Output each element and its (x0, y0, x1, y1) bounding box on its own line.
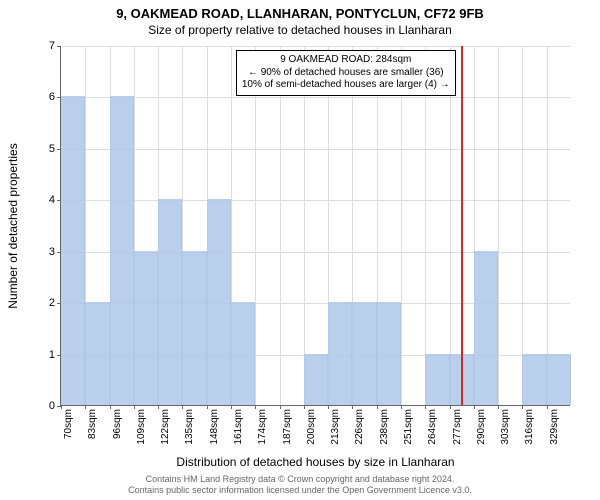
gridline-h (61, 149, 570, 150)
histogram-bar (110, 96, 134, 405)
gridline-v (498, 46, 499, 405)
x-tick-label: 213sqm (330, 409, 341, 445)
histogram-bar (547, 354, 571, 405)
histogram-bar (134, 251, 158, 405)
chart-subtitle: Size of property relative to detached ho… (0, 21, 600, 37)
plot-region: Number of detached properties Distributi… (60, 46, 570, 406)
x-tick-label: 161sqm (233, 409, 244, 445)
y-tick-mark (57, 46, 61, 47)
gridline-v (255, 46, 256, 405)
x-tick-mark (158, 405, 159, 409)
x-tick-mark (207, 405, 208, 409)
gridline-v (547, 46, 548, 405)
reference-line (461, 46, 463, 405)
x-tick-mark (450, 405, 451, 409)
x-tick-mark (110, 405, 111, 409)
footer-line-2: Contains public sector information licen… (0, 485, 600, 496)
y-tick-label: 2 (49, 297, 55, 309)
x-tick-label: 329sqm (549, 409, 560, 445)
y-tick-label: 5 (49, 143, 55, 155)
histogram-bar (352, 302, 376, 405)
y-tick-label: 7 (49, 40, 55, 52)
histogram-bar (474, 251, 498, 405)
gridline-v (280, 46, 281, 405)
x-tick-label: 122sqm (160, 409, 171, 445)
chart-area: Number of detached properties Distributi… (60, 46, 570, 406)
histogram-bar (522, 354, 546, 405)
x-tick-label: 290sqm (476, 409, 487, 445)
x-tick-mark (377, 405, 378, 409)
x-tick-label: 70sqm (63, 409, 74, 439)
x-tick-mark (304, 405, 305, 409)
x-tick-mark (61, 405, 62, 409)
x-tick-mark (328, 405, 329, 409)
x-tick-label: 226sqm (354, 409, 365, 445)
x-tick-label: 109sqm (136, 409, 147, 445)
y-tick-label: 6 (49, 91, 55, 103)
histogram-bar (182, 251, 206, 405)
chart-title: 9, OAKMEAD ROAD, LLANHARAN, PONTYCLUN, C… (0, 0, 600, 21)
x-tick-label: 200sqm (306, 409, 317, 445)
y-axis-label: Number of detached properties (6, 143, 20, 308)
x-tick-label: 303sqm (500, 409, 511, 445)
gridline-v (401, 46, 402, 405)
histogram-bar (425, 354, 449, 405)
x-tick-mark (231, 405, 232, 409)
histogram-bar (61, 96, 85, 405)
x-tick-label: 251sqm (403, 409, 414, 445)
x-tick-label: 187sqm (282, 409, 293, 445)
x-tick-mark (134, 405, 135, 409)
x-tick-label: 277sqm (452, 409, 463, 445)
annotation-line: 10% of semi-detached houses are larger (… (242, 79, 450, 92)
gridline-v (425, 46, 426, 405)
gridline-h (61, 200, 570, 201)
x-tick-label: 148sqm (209, 409, 220, 445)
annotation-line: 9 OAKMEAD ROAD: 284sqm (242, 54, 450, 67)
gridline-v (304, 46, 305, 405)
gridline-v (522, 46, 523, 405)
annotation-box: 9 OAKMEAD ROAD: 284sqm← 90% of detached … (236, 50, 456, 96)
footer-attribution: Contains HM Land Registry data © Crown c… (0, 474, 600, 496)
gridline-v (450, 46, 451, 405)
x-tick-mark (547, 405, 548, 409)
gridline-h (61, 97, 570, 98)
x-tick-label: 316sqm (524, 409, 535, 445)
y-tick-label: 4 (49, 194, 55, 206)
x-tick-label: 83sqm (87, 409, 98, 439)
x-tick-mark (498, 405, 499, 409)
y-tick-label: 1 (49, 349, 55, 361)
histogram-bar (304, 354, 328, 405)
x-tick-label: 238sqm (379, 409, 390, 445)
histogram-bar (158, 199, 182, 405)
histogram-bar (231, 302, 255, 405)
annotation-line: ← 90% of detached houses are smaller (36… (242, 67, 450, 80)
x-tick-label: 96sqm (112, 409, 123, 439)
histogram-bar (328, 302, 352, 405)
x-axis-label: Distribution of detached houses by size … (176, 455, 454, 469)
x-tick-mark (280, 405, 281, 409)
y-tick-label: 0 (49, 400, 55, 412)
histogram-bar (377, 302, 401, 405)
histogram-bar (85, 302, 109, 405)
histogram-bar (207, 199, 231, 405)
x-tick-label: 264sqm (427, 409, 438, 445)
y-tick-label: 3 (49, 246, 55, 258)
chart-container: 9, OAKMEAD ROAD, LLANHARAN, PONTYCLUN, C… (0, 0, 600, 500)
x-tick-label: 135sqm (184, 409, 195, 445)
x-tick-mark (474, 405, 475, 409)
footer-line-1: Contains HM Land Registry data © Crown c… (0, 474, 600, 485)
x-tick-label: 174sqm (257, 409, 268, 445)
x-tick-mark (401, 405, 402, 409)
gridline-h (61, 46, 570, 47)
